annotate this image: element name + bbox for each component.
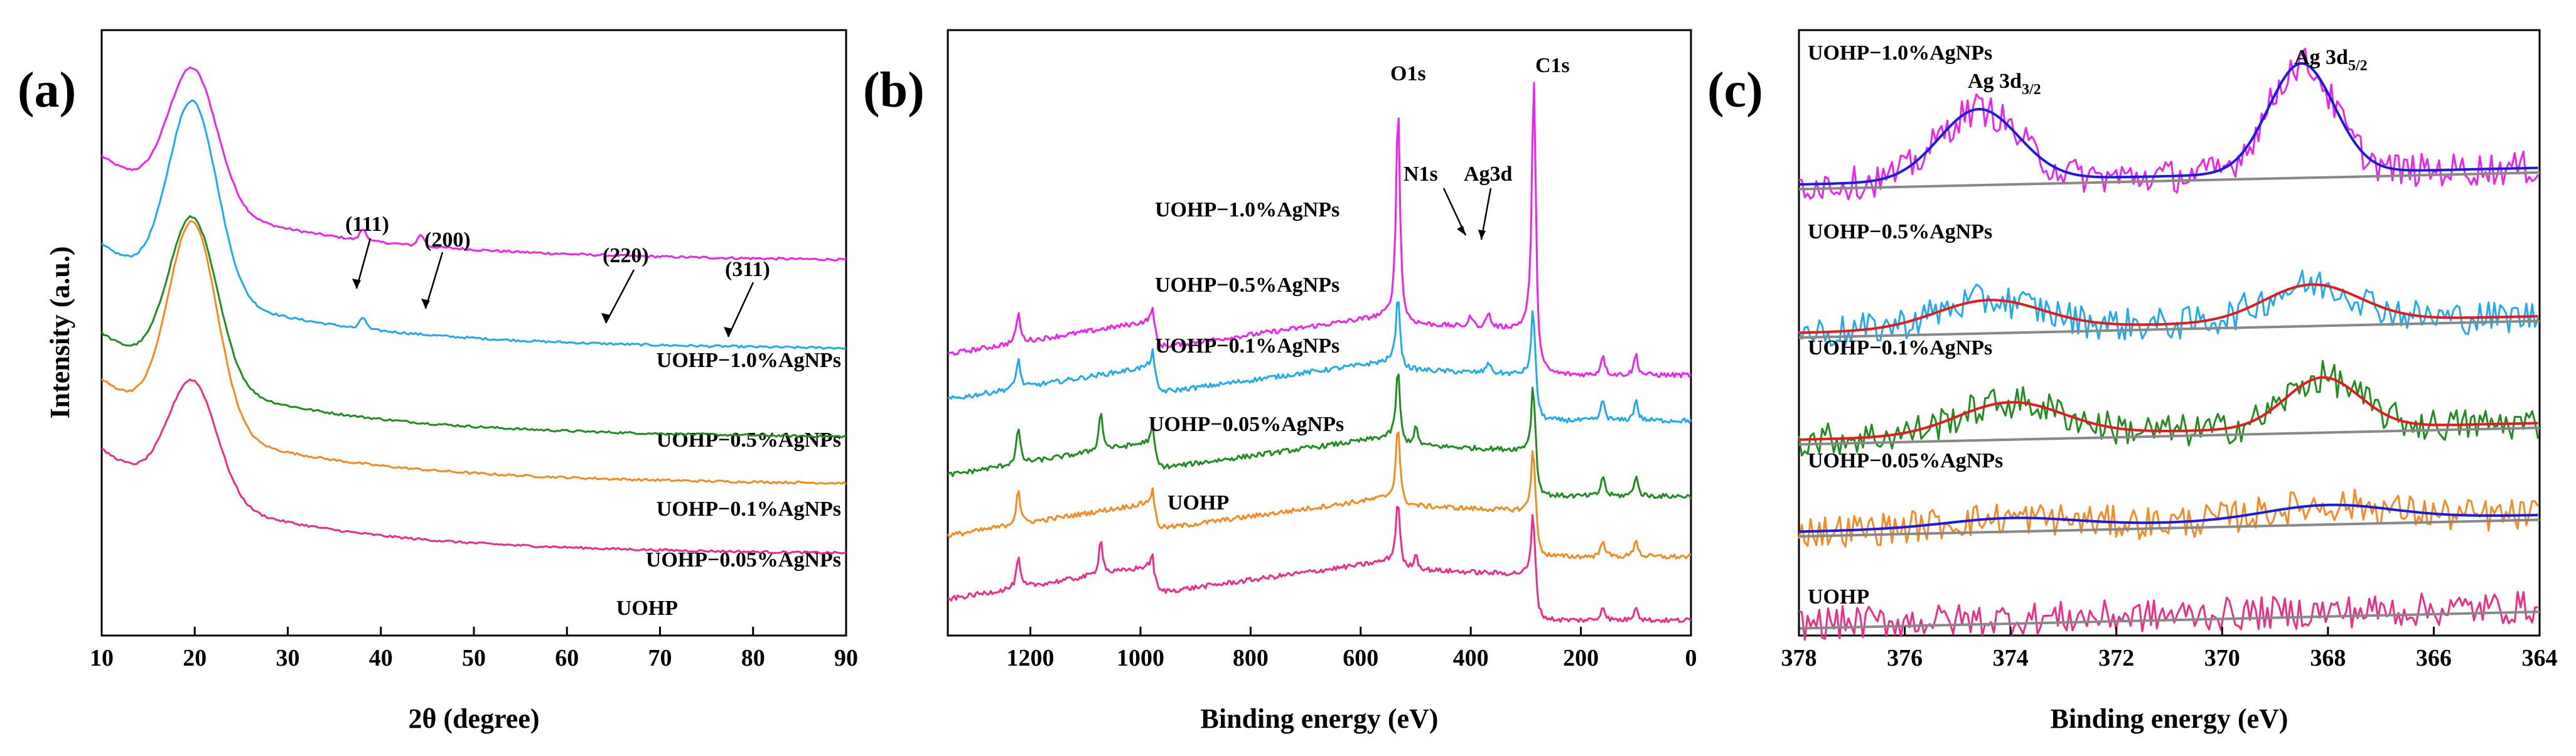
survey-series-label-0: UOHP−1.0%AgNPs: [1155, 198, 1339, 221]
survey-arrowhead: [1457, 226, 1466, 235]
panel-c-label: (c): [1707, 63, 1763, 118]
panel-a-xtick-label: 30: [276, 645, 300, 671]
xrd-arrowhead: [352, 279, 361, 289]
panel-b-xtick-label: 400: [1453, 645, 1489, 671]
survey-arrowhead: [1478, 230, 1486, 240]
panel-c-xtick-label: 378: [1781, 645, 1817, 671]
survey-trace-2: [947, 373, 1692, 499]
panel-b-frame: [947, 29, 1692, 637]
ag3d-peak-annotation: Ag 3d3/2: [1968, 70, 2041, 98]
survey-peak-annotation: O1s: [1390, 62, 1426, 85]
panel-b-xtick-label: 1000: [1117, 645, 1164, 671]
survey-trace-3: [947, 431, 1692, 560]
ag3d-series-label-3: UOHP−0.05%AgNPs: [1808, 449, 2003, 472]
xrd-trace-1: [101, 99, 847, 350]
panel-a-label: (a): [18, 63, 76, 118]
panel-a-xtick-label: 50: [462, 645, 486, 671]
survey-series-label-2: UOHP−0.1%AgNPs: [1155, 334, 1339, 358]
survey-trace-0: [947, 82, 1692, 378]
panel-b-xtick-label: 200: [1563, 645, 1599, 671]
xrd-peak-annotation: (220): [603, 244, 649, 267]
panel-a-xtick-label: 60: [555, 645, 579, 671]
panel-c-xtick-label: 368: [2310, 645, 2346, 671]
ag3d-fit-1: [1798, 283, 2538, 334]
ag3d-baseline-3: [1798, 518, 2540, 538]
ag3d-series-label-0: UOHP−1.0%AgNPs: [1808, 41, 1992, 65]
ag3d-baseline-2: [1798, 426, 2540, 446]
xrd-peak-annotation: (200): [424, 228, 471, 252]
panel-a-ylabel: Intensity (a.u.): [45, 246, 75, 418]
panel-a-xtick-label: 70: [648, 645, 672, 671]
panel-c-xlabel: Binding energy (eV): [2051, 703, 2289, 734]
ag3d-trace-3: [1798, 489, 2539, 548]
survey-series-label-1: UOHP−0.5%AgNPs: [1155, 274, 1339, 297]
xrd-series-label-4: UOHP: [616, 597, 678, 620]
panel-a-frame: [100, 29, 847, 637]
xrd-peak-arrow: [424, 252, 444, 309]
survey-peak-annotation: C1s: [1535, 54, 1570, 77]
ag3d-trace-2: [1798, 359, 2539, 457]
ag3d-peak-subscript: 3/2: [2022, 82, 2041, 98]
panel-b-xtick-label: 800: [1233, 645, 1269, 671]
survey-series-label-4: UOHP: [1167, 491, 1229, 514]
panel-c-xtick-label: 364: [2522, 645, 2558, 671]
xrd-peak-annotation: (311): [725, 258, 770, 281]
ag3d-peak-annotation: Ag 3d5/2: [2294, 46, 2368, 74]
xrd-trace-2: [100, 215, 847, 439]
survey-trace-4: [947, 506, 1692, 624]
panel-c-frame: [1798, 29, 2541, 637]
ag3d-trace-1: [1798, 269, 2539, 347]
panel-c-xtick-label: 366: [2416, 645, 2452, 671]
panel-b-xtick-label: 1200: [1007, 645, 1055, 671]
panel-a-xtick-label: 40: [369, 645, 393, 671]
panel-b-xlabel: Binding energy (eV): [1201, 703, 1439, 734]
xrd-peak-arrow: [604, 269, 635, 324]
xrd-peak-annotation: (111): [345, 213, 389, 236]
panel-b: (b) UOHP−1.0%AgNPs UOHP−0.5%AgNPs UOHP−0.1…: [863, 29, 1697, 734]
xrd-series-label-0: UOHP−1.0%AgNPs: [657, 349, 841, 372]
survey-peak-annotation: Ag3d: [1464, 162, 1513, 186]
panel-a: (a) UOHP−1.0%AgNPs UOHP−0.5%AgNPs UOHP−0.1…: [18, 29, 858, 734]
panel-a-xtick-label: 90: [834, 645, 858, 671]
panel-c-xtick-label: 376: [1887, 645, 1923, 671]
ag3d-fit-0: [1798, 61, 2538, 186]
xrd-arrowhead: [601, 313, 610, 323]
xrd-peak-arrow: [727, 282, 754, 338]
ag3d-baseline-0: [1798, 171, 2540, 191]
xrd-arrowhead: [421, 299, 430, 309]
ag3d-fit-3: [1798, 503, 2538, 533]
panel-c-xtick-label: 372: [2098, 645, 2134, 671]
panel-a-xtick-label: 10: [90, 645, 114, 671]
ag3d-series-label-2: UOHP−0.1%AgNPs: [1808, 336, 1992, 359]
xrd-trace-4: [101, 378, 847, 555]
panel-c-xtick-label: 370: [2204, 645, 2240, 671]
panel-b-label: (b): [863, 63, 925, 118]
xrd-trace-0: [100, 66, 847, 262]
survey-trace-1: [947, 301, 1692, 423]
xrd-series-label-2: UOHP−0.1%AgNPs: [657, 498, 841, 521]
panel-c: (c) UOHP−1.0%AgNPs UOHP−0.5%AgNPs UOHP−0.1…: [1707, 29, 2558, 734]
xrd-arrowhead: [724, 327, 733, 337]
ag3d-peak-subscript: 5/2: [2348, 58, 2368, 74]
panel-a-xlabel: 2θ (degree): [408, 703, 539, 734]
ag3d-baseline-1: [1798, 319, 2540, 339]
survey-peak-annotation: N1s: [1403, 162, 1438, 186]
xrd-trace-3: [101, 220, 847, 485]
ag3d-trace-4: [1798, 590, 2538, 641]
ag3d-series-label-1: UOHP−0.5%AgNPs: [1808, 220, 1992, 243]
panel-a-xtick-label: 20: [183, 645, 207, 671]
panel-b-xtick-label: 0: [1685, 645, 1697, 671]
survey-series-label-3: UOHP−0.05%AgNPs: [1149, 413, 1344, 436]
panel-c-xtick-label: 374: [1993, 645, 2029, 671]
ag3d-fit-2: [1798, 376, 2538, 441]
ag3d-series-label-4: UOHP: [1808, 585, 1869, 609]
panel-a-xtick-label: 80: [741, 645, 765, 671]
xrd-series-label-1: UOHP−0.5%AgNPs: [657, 429, 841, 452]
panel-b-xtick-label: 600: [1343, 645, 1378, 671]
ag3d-baseline-4: [1798, 610, 2540, 630]
